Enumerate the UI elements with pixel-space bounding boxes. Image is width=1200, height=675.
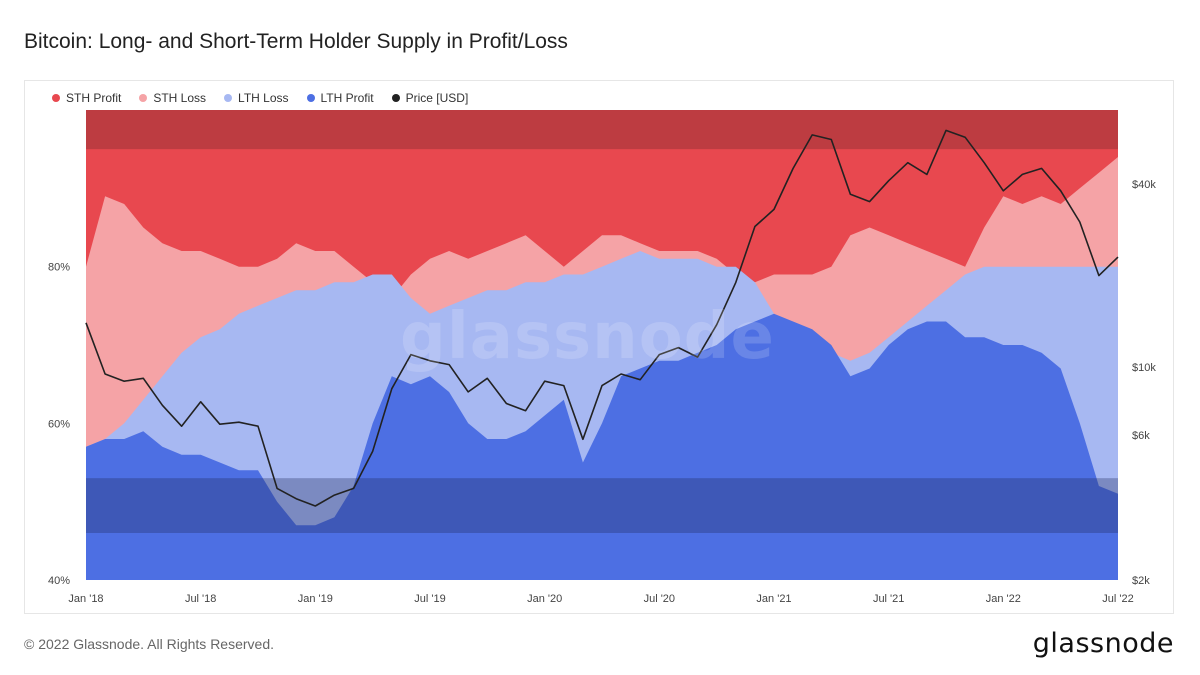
legend-label: LTH Profit xyxy=(320,91,374,105)
x-tick-label: Jan '21 xyxy=(756,593,791,605)
area-lth-profit xyxy=(86,313,1118,580)
x-tick-label: Jan '18 xyxy=(68,593,103,605)
x-tick-label: Jul '22 xyxy=(1102,593,1133,605)
x-tick-label: Jan '22 xyxy=(986,593,1021,605)
chart-frame xyxy=(24,80,1174,614)
legend-swatch-icon xyxy=(306,94,315,102)
y-right-tick-label: $40k xyxy=(1132,179,1156,191)
legend-label: LTH Loss xyxy=(238,91,289,105)
chart-legend: STH Profit STH Loss LTH Loss LTH Profit … xyxy=(52,91,468,105)
y-left-tick-label: 80% xyxy=(48,262,70,274)
legend-label: STH Loss xyxy=(153,91,207,105)
legend-swatch-icon xyxy=(391,94,400,102)
upper-threshold-band xyxy=(86,110,1118,150)
legend-item-lth-loss[interactable]: LTH Loss xyxy=(224,91,289,105)
y-right-tick-label: $10k xyxy=(1132,362,1156,374)
lower-threshold-band xyxy=(86,478,1118,533)
y-left-tick-label: 40% xyxy=(48,575,70,587)
y-right-tick-label: $6k xyxy=(1132,430,1150,442)
chart-title: Bitcoin: Long- and Short-Term Holder Sup… xyxy=(24,30,568,53)
watermark: glassnode xyxy=(400,300,775,374)
y-left-tick-label: 60% xyxy=(48,418,70,430)
legend-label: Price [USD] xyxy=(405,91,469,105)
legend-label: STH Profit xyxy=(66,91,122,105)
legend-item-sth-profit[interactable]: STH Profit xyxy=(52,91,121,105)
legend-item-price[interactable]: Price [USD] xyxy=(391,91,469,105)
x-tick-label: Jan '20 xyxy=(527,593,562,605)
x-tick-label: Jul '19 xyxy=(414,593,445,605)
legend-swatch-icon xyxy=(139,94,148,102)
brand-logo: glassnode xyxy=(1032,628,1174,659)
price-line xyxy=(85,129,1119,507)
legend-swatch-icon xyxy=(52,94,60,102)
legend-item-lth-profit[interactable]: LTH Profit xyxy=(306,91,374,105)
x-tick-label: Jan '19 xyxy=(298,593,333,605)
x-tick-label: Jul '18 xyxy=(185,593,216,605)
x-tick-label: Jul '21 xyxy=(873,593,904,605)
legend-item-sth-loss[interactable]: STH Loss xyxy=(139,91,206,105)
y-right-tick-label: $2k xyxy=(1132,575,1150,587)
legend-swatch-icon xyxy=(224,94,233,102)
x-tick-label: Jul '20 xyxy=(644,593,675,605)
copyright-text: © 2022 Glassnode. All Rights Reserved. xyxy=(24,636,275,652)
